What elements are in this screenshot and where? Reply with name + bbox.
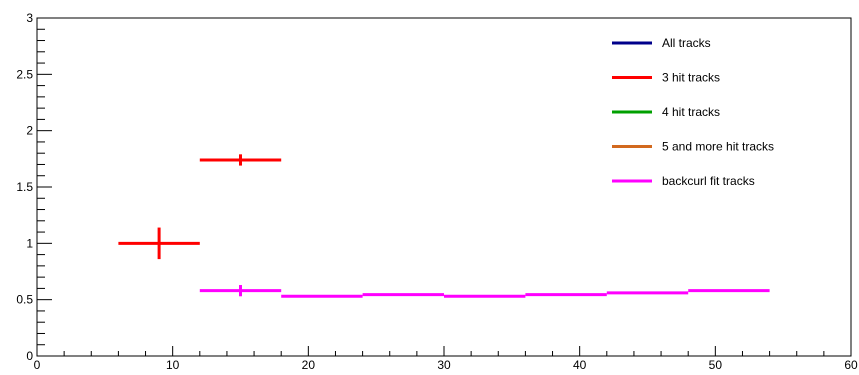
x-tick-label: 10 (166, 358, 180, 370)
series-group (118, 154, 282, 260)
y-tick-label: 1.5 (16, 180, 33, 194)
x-tick-label: 40 (573, 358, 587, 370)
legend-label: 5 and more hit tracks (662, 140, 774, 154)
legend-label: 4 hit tracks (662, 105, 720, 119)
x-tick-label: 0 (34, 358, 41, 370)
legend-label: All tracks (662, 36, 711, 50)
x-tick-label: 30 (437, 358, 451, 370)
y-tick-label: 0.5 (16, 293, 33, 307)
y-tick-label: 2.5 (16, 67, 33, 81)
x-tick-label: 50 (709, 358, 723, 370)
y-tick-label: 2 (26, 124, 33, 138)
axes-group: 0 10 20 30 40 50 60 0 0.5 1 1.5 2 2.5 3 (16, 11, 858, 372)
y-tick-label: 0 (26, 349, 33, 363)
legend-group: All tracks 3 hit tracks 4 hit tracks 5 and … (612, 36, 774, 188)
data-group (118, 154, 770, 298)
legend-label: 3 hit tracks (662, 71, 720, 85)
x-tick-label: 60 (844, 358, 858, 370)
y-tick-label: 1 (26, 236, 33, 250)
legend-label: backcurl fit tracks (662, 174, 755, 188)
x-tick-label: 20 (302, 358, 316, 370)
y-tick-label: 3 (26, 11, 33, 25)
series-group (199, 285, 770, 298)
